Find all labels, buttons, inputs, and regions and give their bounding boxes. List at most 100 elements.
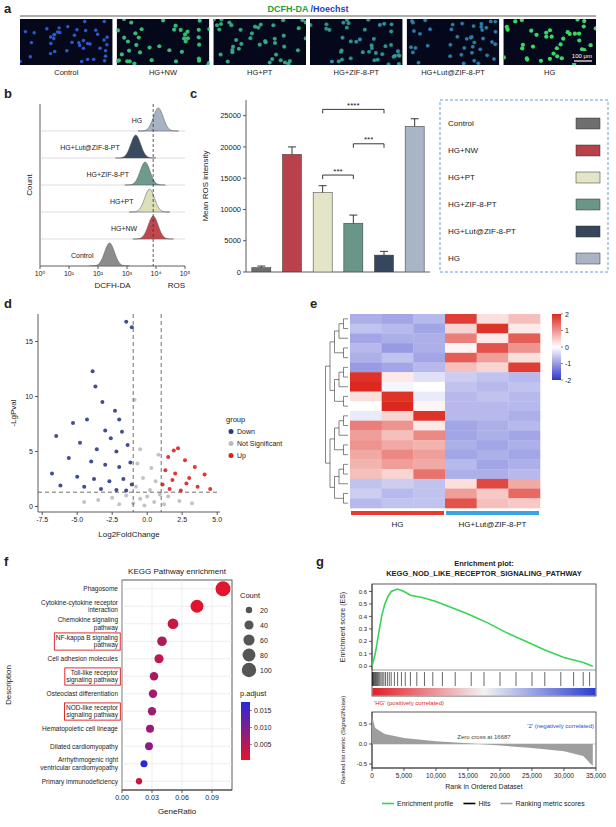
- ros-signal: [122, 19, 126, 21]
- y-tick-label: 0.0: [359, 663, 368, 669]
- nucleus: [271, 24, 274, 27]
- ros-signal: [465, 37, 469, 41]
- peak: [138, 108, 179, 131]
- nucleus: [32, 31, 35, 34]
- heatmap-cell: [477, 430, 509, 440]
- nucleus: [358, 38, 361, 41]
- ros-signal: [459, 53, 463, 57]
- threshold-line: [133, 314, 134, 512]
- legend-marker: [229, 453, 234, 458]
- size-legend-dot: [243, 634, 254, 645]
- point: [172, 448, 176, 452]
- size-legend-dot: [243, 649, 256, 662]
- legend-line: [463, 803, 475, 805]
- heatmap-cell: [413, 421, 445, 431]
- ros-signal: [389, 29, 393, 33]
- heatmap-cell: [508, 479, 540, 489]
- ros-signal: [268, 60, 272, 64]
- annotation: '2' (negatively correlated): [527, 723, 594, 729]
- hit: [516, 672, 517, 686]
- heatmap-cell: [445, 372, 477, 382]
- dot: [191, 600, 204, 613]
- nucleus: [161, 19, 164, 22]
- hit: [532, 672, 533, 686]
- x-tick-label: 10³: [122, 270, 133, 277]
- y-tick-label: 0.5: [359, 721, 368, 727]
- x-tick-label: 0.0: [142, 516, 152, 523]
- heatmap-cell: [382, 421, 414, 431]
- image-label: Control: [54, 68, 79, 77]
- heatmap-cell: [382, 392, 414, 402]
- annotation: Zero cross at 16687: [457, 734, 511, 740]
- heatmap-cell: [477, 372, 509, 382]
- x-tick-label: 0: [370, 772, 374, 779]
- x-tick-label: 10,000: [426, 772, 446, 779]
- heatmap-cell: [508, 314, 540, 324]
- nucleus: [560, 57, 563, 60]
- legend-label: Up: [237, 452, 246, 460]
- dendrogram-branch: [330, 342, 335, 391]
- grid-line: [122, 746, 232, 747]
- colorbar-label: -2: [565, 377, 571, 384]
- point: [148, 488, 152, 492]
- nucleus: [82, 47, 85, 50]
- ros-signal: [428, 27, 432, 31]
- hit: [389, 672, 390, 686]
- dendrogram-branch: [335, 331, 344, 353]
- nucleus: [548, 57, 551, 60]
- hit: [374, 672, 375, 686]
- nucleus: [226, 60, 229, 63]
- nucleus: [472, 59, 475, 62]
- error-bar: [257, 266, 265, 268]
- heatmap-cell: [382, 479, 414, 489]
- colorbar-label: 0: [565, 344, 569, 351]
- heatmap-cell: [382, 363, 414, 373]
- x-axis-title: GeneRatio: [158, 807, 197, 816]
- point: [203, 473, 207, 477]
- size-legend-dot: [242, 663, 256, 677]
- hit: [380, 672, 381, 686]
- colorbar-tick: [561, 347, 563, 348]
- nucleus: [304, 21, 306, 24]
- plot-frame: [372, 584, 596, 696]
- ros-signal: [573, 32, 577, 36]
- y-tick-label: 0.5: [359, 601, 368, 607]
- ros-signal: [479, 25, 483, 29]
- colorbar-tick: [250, 744, 252, 745]
- nucleus: [389, 30, 392, 33]
- y-tick-label: 0.0: [359, 741, 368, 747]
- ros-signal: [539, 59, 543, 63]
- point: [170, 478, 174, 482]
- ros-signal: [345, 26, 349, 30]
- heatmap-cell: [508, 372, 540, 382]
- colorbar-label: -1: [565, 360, 571, 367]
- panel-title: DCFH-DA /Hoechst: [267, 4, 348, 14]
- nucleus: [65, 49, 68, 52]
- point: [208, 487, 212, 491]
- nucleus: [573, 32, 576, 35]
- point: [154, 479, 158, 483]
- nucleus: [279, 59, 282, 62]
- label-line: signaling pathway: [66, 711, 118, 719]
- heatmap-cell: [445, 363, 477, 373]
- ros-signal: [478, 47, 482, 51]
- ros-signal: [367, 50, 371, 54]
- point: [103, 463, 107, 467]
- heatmap-cell: [445, 450, 477, 460]
- heatmap-cell: [350, 450, 382, 460]
- x-axis-line: [246, 272, 430, 273]
- heatmap-cell: [350, 343, 382, 353]
- dendrogram-branch: [344, 367, 349, 377]
- hit: [560, 672, 561, 686]
- ros-signal: [140, 27, 144, 31]
- category-label: Cytokine-cytokine receptorinteraction: [41, 599, 119, 613]
- colorbar-label: 2: [565, 311, 569, 318]
- legend-label: Hits: [478, 800, 491, 807]
- heatmap-cell: [508, 498, 540, 508]
- point: [124, 494, 128, 498]
- divider: [372, 670, 596, 671]
- nucleus: [53, 50, 56, 53]
- y-tick: [243, 115, 246, 116]
- nucleus: [450, 28, 453, 31]
- ros-signal: [555, 54, 559, 58]
